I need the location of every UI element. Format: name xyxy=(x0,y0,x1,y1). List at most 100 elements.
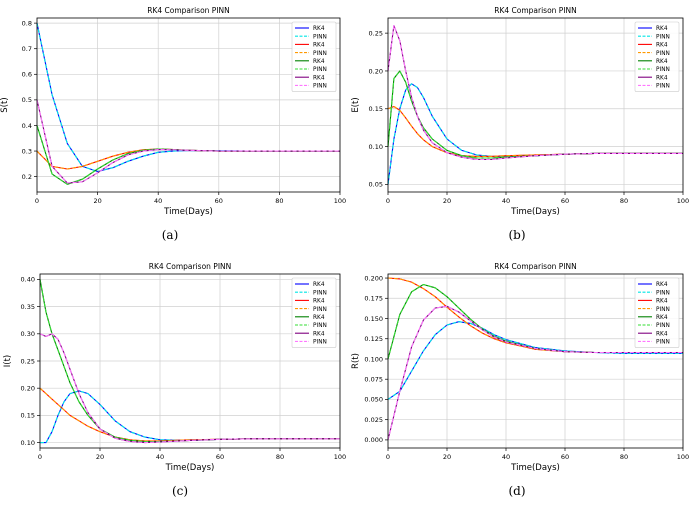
caption-d: (d) xyxy=(508,484,526,498)
y-tick-label: 0.10 xyxy=(21,439,35,447)
legend-box xyxy=(291,277,337,348)
legend-label: RK4 xyxy=(313,43,325,49)
x-axis-label: Time(Days) xyxy=(163,207,213,217)
chart-title: RK4 Comparison PINN xyxy=(494,262,577,271)
y-tick-label: 0.25 xyxy=(369,29,383,37)
x-tick-label: 80 xyxy=(620,453,628,461)
y-axis-label: S(t) xyxy=(0,97,10,112)
y-tick-label: 0.20 xyxy=(369,67,383,75)
legend-label: PINN xyxy=(656,307,670,313)
x-tick-label: 0 xyxy=(38,453,42,461)
x-tick-label: 0 xyxy=(35,197,39,205)
legend-label: RK4 xyxy=(656,59,668,65)
subplot-d: 0 20 40 60 80 100 0.000 0.025 0.050 0.075 0.100 0.1… xyxy=(351,262,689,473)
x-tick-label: 40 xyxy=(154,197,162,205)
legend-label: PINN xyxy=(656,51,670,57)
y-tick-label: 0.7 xyxy=(22,45,32,53)
y-tick-label: 0.05 xyxy=(369,181,383,189)
legend-box xyxy=(634,21,680,92)
legend: RK4 PINN RK4 PINN RK4 PINN RK4 PINN xyxy=(291,21,337,92)
x-tick-label: 100 xyxy=(677,197,689,205)
series-line-7 xyxy=(39,333,340,444)
legend-label: PINN xyxy=(313,307,327,313)
y-tick-label: 0.100 xyxy=(364,355,383,363)
series-line-7 xyxy=(36,99,340,184)
y-tick-label: 0.25 xyxy=(21,357,35,365)
x-axis-label: Time(Days) xyxy=(510,207,560,217)
x-tick-label: 80 xyxy=(620,197,628,205)
legend-label: RK4 xyxy=(313,26,325,32)
x-tick-label: 40 xyxy=(502,453,510,461)
y-tick-label: 0.35 xyxy=(21,303,35,311)
y-tick-label: 0.175 xyxy=(364,295,383,303)
legend-label: RK4 xyxy=(656,299,668,305)
x-tick-label: 80 xyxy=(276,453,284,461)
caption-b: (b) xyxy=(508,228,526,242)
y-tick-label: 0.6 xyxy=(22,71,32,79)
legend-label: RK4 xyxy=(313,282,325,288)
y-axis-label: I(t) xyxy=(3,355,13,367)
x-tick-label: 60 xyxy=(216,453,224,461)
series-line-1 xyxy=(387,83,683,185)
legend-label: RK4 xyxy=(656,43,668,49)
y-axis-label: R(t) xyxy=(351,353,361,369)
legend-label: RK4 xyxy=(313,331,325,337)
x-tick-label: 0 xyxy=(386,197,390,205)
x-tick-label: 20 xyxy=(443,453,451,461)
legend-label: PINN xyxy=(656,323,670,329)
x-axis-label: Time(Days) xyxy=(165,463,215,473)
y-axis-label: E(t) xyxy=(351,97,361,112)
axes-frame xyxy=(36,17,341,193)
legend-label: RK4 xyxy=(313,59,325,65)
y-tick-label: 0.2 xyxy=(22,173,32,181)
y-tick-label: 0.40 xyxy=(21,276,35,284)
y-tick-label: 0.3 xyxy=(22,147,32,155)
x-tick-label: 20 xyxy=(96,453,104,461)
x-tick-label: 60 xyxy=(215,197,223,205)
axes-frame xyxy=(387,273,684,449)
y-tick-label: 0.10 xyxy=(369,143,383,151)
legend-label: RK4 xyxy=(656,331,668,337)
legend-label: RK4 xyxy=(313,299,325,305)
chart-title: RK4 Comparison PINN xyxy=(149,262,232,271)
caption-a: (a) xyxy=(161,228,179,242)
x-tick-label: 0 xyxy=(386,453,390,461)
chart-title: RK4 Comparison PINN xyxy=(494,6,577,15)
legend-label: PINN xyxy=(656,290,670,296)
legend-label: RK4 xyxy=(313,315,325,321)
legend-label: RK4 xyxy=(656,26,668,32)
x-tick-label: 100 xyxy=(677,453,689,461)
legend-label: PINN xyxy=(656,67,670,73)
y-tick-label: 0.15 xyxy=(21,412,35,420)
caption-c: (c) xyxy=(171,484,189,498)
subplot-a: 0 20 40 60 80 100 0.2 0.3 0.4 0.5 0.6 0.7 0.8 RK4 Com… xyxy=(0,6,346,217)
legend-box xyxy=(291,21,337,92)
legend-label: PINN xyxy=(313,323,327,329)
x-tick-label: 40 xyxy=(156,453,164,461)
subplot-b: 0 20 40 60 80 100 0.05 0.10 0.15 0.20 0.25 RK4 Comp… xyxy=(351,6,689,217)
legend-label: RK4 xyxy=(656,282,668,288)
legend-label: RK4 xyxy=(313,75,325,81)
x-tick-label: 80 xyxy=(275,197,283,205)
series-line-1 xyxy=(40,390,340,444)
y-tick-label: 0.20 xyxy=(21,384,35,392)
x-tick-label: 60 xyxy=(561,453,569,461)
y-tick-label: 0.000 xyxy=(364,436,383,444)
plot-area xyxy=(37,18,340,192)
plot-area xyxy=(388,18,683,192)
legend-label: PINN xyxy=(656,34,670,40)
y-tick-label: 0.150 xyxy=(364,315,383,323)
x-tick-label: 100 xyxy=(334,453,346,461)
y-tick-label: 0.5 xyxy=(22,96,32,104)
plot-area xyxy=(388,274,683,448)
y-tick-label: 0.025 xyxy=(364,416,383,424)
x-tick-label: 20 xyxy=(443,197,451,205)
legend-label: PINN xyxy=(313,34,327,40)
x-tick-label: 20 xyxy=(93,197,101,205)
legend: RK4 PINN RK4 PINN RK4 PINN RK4 PINN xyxy=(634,277,680,348)
legend-label: PINN xyxy=(313,51,327,57)
axes-frame xyxy=(387,17,684,193)
legend: RK4 PINN RK4 PINN RK4 PINN RK4 PINN xyxy=(634,21,680,92)
